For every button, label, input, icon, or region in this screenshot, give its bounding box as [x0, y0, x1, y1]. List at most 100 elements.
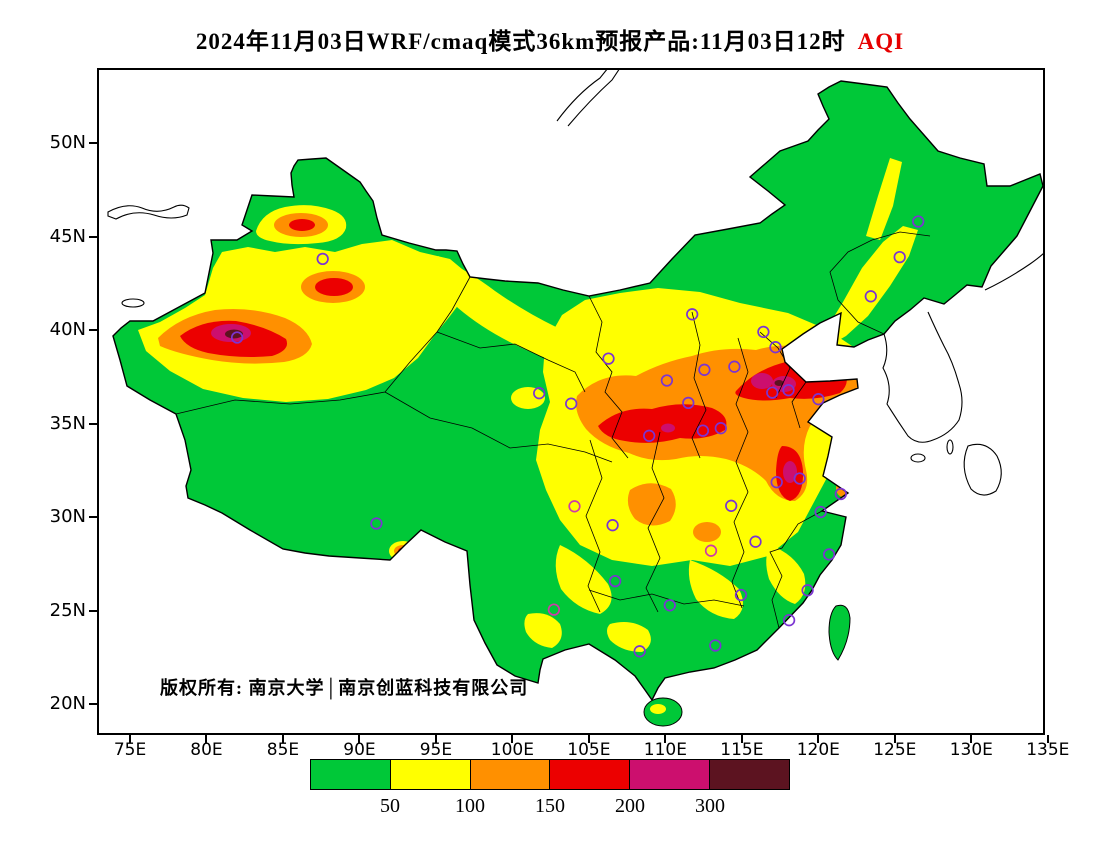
x-axis-tick [434, 735, 437, 743]
aqi-yellow-xining [511, 387, 545, 409]
y-axis-tick [89, 422, 97, 425]
station-marker [698, 363, 711, 376]
china-aqi-contour-map [107, 68, 1045, 727]
x-axis-tick-label: 95E [419, 740, 453, 760]
station-marker [682, 396, 695, 410]
station-marker [316, 252, 329, 266]
station-marker [633, 645, 646, 658]
x-axis-tick-label: 115E [720, 740, 764, 760]
x-axis-tick [1046, 735, 1049, 743]
station-marker [533, 387, 546, 400]
colorbar-segment [389, 760, 470, 789]
aqi-yellow-northeast-upper [866, 158, 902, 240]
station-marker [734, 588, 748, 602]
y-axis-tick-label: 25N [49, 599, 86, 621]
station-marker [728, 360, 741, 373]
copyright-text: 版权所有: 南京大学│南京创蓝科技有限公司 [160, 678, 529, 698]
city-station-markers [230, 215, 925, 658]
x-axis-tick-label: 105E [567, 740, 611, 760]
station-marker [782, 614, 796, 627]
station-marker [782, 384, 795, 397]
y-axis-tick-label: 40N [49, 319, 86, 340]
aqi-yellow-fujian-west [766, 545, 806, 604]
aqi-magenta-jiangsu [783, 461, 797, 483]
station-marker [801, 584, 814, 597]
aqi-yellow-hunan-south [688, 560, 743, 619]
station-marker [606, 519, 619, 532]
colorbar-segment [311, 760, 390, 789]
x-axis-tick [740, 735, 743, 743]
x-axis-tick-label: 80E [190, 740, 223, 760]
colorbar-tick-label: 100 [455, 795, 485, 817]
aqi-magenta-shandong-west [751, 373, 773, 389]
primorye-coastline [984, 251, 1045, 291]
aqi-maroon-shandong-core [774, 380, 784, 386]
aqi-orange-hubei [627, 483, 676, 526]
x-axis-tick-label: 110E [643, 740, 687, 760]
lake-baikal [556, 68, 621, 127]
station-marker [864, 290, 877, 303]
aqi-yellow-xinjiang [138, 240, 468, 402]
station-marker [770, 476, 783, 489]
aqi-yellow-guangxi [607, 622, 651, 652]
y-axis-tick [89, 235, 97, 238]
kyushu-coastline [963, 443, 1002, 496]
aqi-colorbar [310, 759, 790, 790]
colorbar-tick-label: 200 [615, 795, 645, 817]
x-axis-tick [511, 735, 514, 743]
station-marker [608, 574, 622, 588]
aqi-yellow-himalaya-spot [389, 541, 417, 561]
station-marker [660, 374, 674, 387]
page-title: 2024年11月03日WRF/cmaq模式36km预报产品:11月03日12时 A… [0, 22, 1100, 56]
y-axis-tick [89, 703, 97, 705]
station-marker [714, 422, 727, 435]
x-axis-tick-label: 85E [266, 740, 300, 760]
colorbar-tick-label: 50 [380, 795, 400, 817]
x-axis-tick [587, 735, 590, 743]
station-marker [686, 308, 699, 321]
x-axis-tick [358, 735, 361, 743]
station-marker [663, 599, 676, 612]
station-marker [769, 341, 782, 354]
y-axis-tick-label: 20N [49, 693, 86, 714]
x-axis-tick-label: 100E [490, 740, 534, 760]
aqi-red-kuqa [315, 278, 353, 296]
station-marker [602, 352, 615, 365]
station-marker [709, 639, 722, 652]
hainan-aqi-spot [650, 704, 666, 714]
y-axis-tick [89, 516, 97, 518]
colorbar-tick-label: 300 [695, 795, 725, 817]
x-axis-tick-label: 125E [873, 740, 917, 760]
y-axis-tick-label: 30N [49, 506, 86, 527]
aqi-yellow-hexi-corridor [433, 256, 585, 368]
station-marker [696, 424, 710, 437]
station-marker [814, 505, 827, 519]
taiwan-island [828, 604, 851, 661]
x-axis-tick [205, 735, 208, 743]
colorbar-segment [469, 760, 550, 789]
colorbar-segment [629, 760, 710, 789]
x-axis-tick [817, 735, 820, 743]
aqi-orange-shanghai [836, 479, 850, 497]
station-marker [725, 499, 738, 512]
tsushima-island [946, 439, 954, 455]
station-marker [893, 250, 906, 264]
station-marker [547, 603, 561, 616]
station-marker [822, 548, 836, 561]
station-marker [757, 325, 770, 339]
x-axis-tick-label: 130E [949, 740, 993, 760]
aqi-orange-hubei-east [693, 522, 721, 542]
station-marker [812, 393, 825, 406]
station-marker [834, 487, 847, 501]
station-marker [565, 397, 578, 410]
station-marker [568, 500, 581, 513]
aqi-yellow-guizhou [555, 545, 612, 614]
aqi-contour-fills [113, 81, 1043, 700]
station-marker [766, 386, 779, 399]
y-axis-tick-label: 50N [49, 132, 86, 153]
lake-balkhash [107, 204, 190, 220]
aqi-magenta-shandong [772, 376, 796, 392]
station-marker [643, 429, 656, 442]
x-axis-tick-label: 120E [796, 740, 840, 760]
